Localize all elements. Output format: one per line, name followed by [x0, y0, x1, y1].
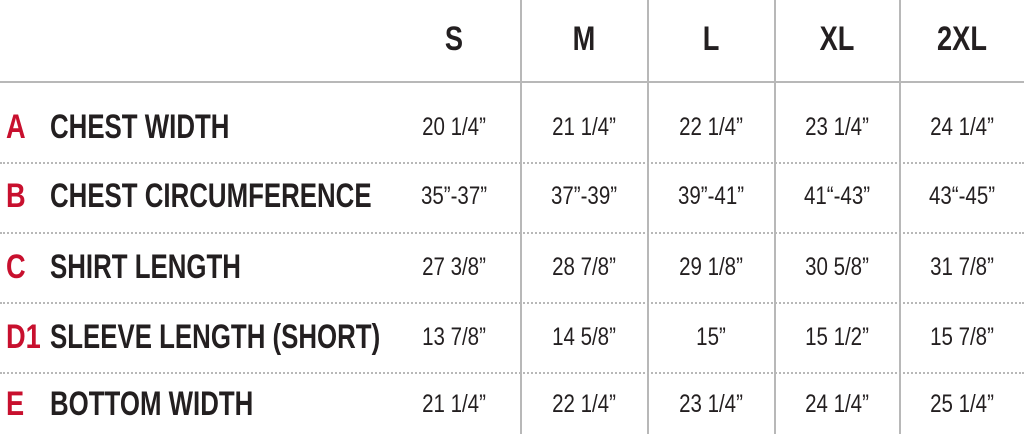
cell-value: 27 3/8” — [422, 253, 486, 281]
column-header: S — [444, 20, 464, 58]
row-letter: A — [6, 108, 26, 146]
row-label: BOTTOM WIDTH — [50, 385, 254, 423]
row-letter: B — [6, 177, 26, 215]
column-header: 2XL — [937, 20, 987, 58]
cell-value: 43“-45” — [928, 182, 996, 210]
cell-value: 23 1/4” — [679, 390, 743, 418]
cell-value: 14 5/8” — [552, 323, 616, 351]
row-divider — [0, 162, 1024, 164]
cell-value: 15 1/2” — [805, 323, 869, 351]
cell-value: 20 1/4” — [422, 113, 486, 141]
cell-value: 29 1/8” — [679, 253, 743, 281]
cell-value: 21 1/4” — [552, 113, 616, 141]
cell-value: 15 7/8” — [930, 323, 994, 351]
cell-value: 25 1/4” — [930, 390, 994, 418]
cell-value: 35”-37” — [420, 182, 488, 210]
row-letter: E — [6, 385, 25, 423]
row-divider — [0, 302, 1024, 304]
row-divider — [0, 372, 1024, 374]
row-letter: D1 — [6, 318, 41, 356]
cell-value: 22 1/4” — [679, 113, 743, 141]
column-divider — [774, 0, 776, 434]
row-label: CHEST CIRCUMFERENCE — [50, 177, 372, 215]
header-divider — [0, 81, 1024, 83]
row-label: SLEEVE LENGTH (SHORT) — [50, 318, 381, 356]
cell-value: 21 1/4” — [422, 390, 486, 418]
row-letter: C — [6, 248, 26, 286]
cell-value: 30 5/8” — [805, 253, 869, 281]
column-header: XL — [819, 20, 855, 58]
column-header: L — [702, 20, 720, 58]
cell-value: 22 1/4” — [552, 390, 616, 418]
cell-value: 41“-43” — [803, 182, 871, 210]
cell-value: 28 7/8” — [552, 253, 616, 281]
cell-value: 13 7/8” — [422, 323, 486, 351]
column-divider — [520, 0, 522, 434]
column-divider — [899, 0, 901, 434]
cell-value: 39”-41” — [677, 182, 745, 210]
cell-value: 15” — [696, 323, 726, 351]
cell-value: 24 1/4” — [930, 113, 994, 141]
cell-value: 37”-39” — [550, 182, 618, 210]
cell-value: 31 7/8” — [930, 253, 994, 281]
cell-value: 23 1/4” — [805, 113, 869, 141]
cell-value: 24 1/4” — [805, 390, 869, 418]
column-header: M — [572, 20, 596, 58]
row-divider — [0, 232, 1024, 234]
column-divider — [647, 0, 649, 434]
row-label: CHEST WIDTH — [50, 108, 230, 146]
row-label: SHIRT LENGTH — [50, 248, 241, 286]
